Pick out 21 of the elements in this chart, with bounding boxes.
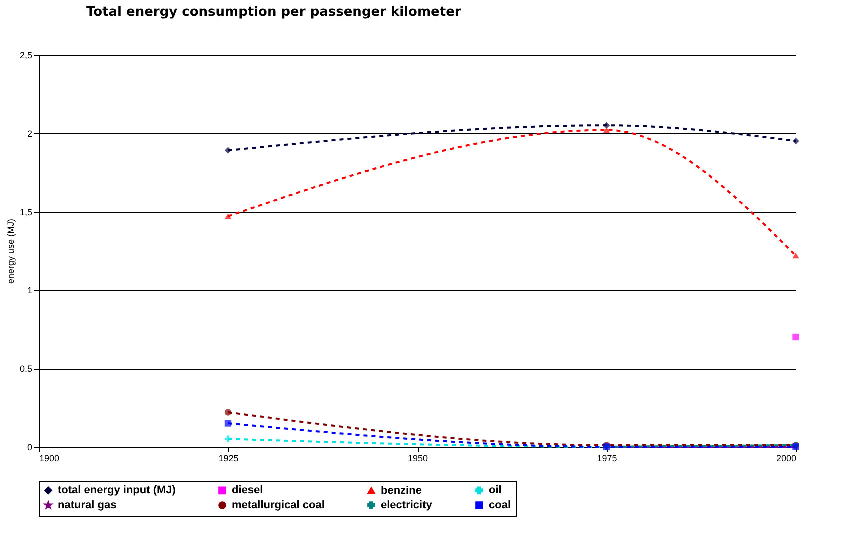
legend-label: diesel [232, 484, 264, 497]
y-tick-label: 0 [27, 442, 32, 452]
y-tick-label: 1,5 [20, 207, 32, 218]
legend-label: coal [489, 500, 512, 512]
y-axis-title: energy use (MJ) [6, 218, 16, 284]
y-tick-label: 0,5 [20, 364, 32, 374]
chart-title: Total energy consumption per passenger kilometer [86, 5, 462, 20]
legend-label: metallurgical coal [232, 500, 325, 512]
x-tick-label: 2000 [776, 454, 796, 464]
legend-label: electricity [381, 500, 434, 512]
legend-label: natural gas [58, 500, 117, 512]
legend-label: total energy input (MJ) [58, 484, 176, 497]
x-tick-label: 1975 [597, 454, 618, 464]
y-tick-label: 2,5 [20, 50, 32, 60]
legend-label: oil [489, 484, 502, 497]
y-tick-label: 1 [27, 286, 32, 296]
x-tick-label: 1925 [218, 454, 239, 464]
x-tick-label: 1950 [408, 454, 428, 464]
legend-label: benzine [381, 484, 422, 497]
y-tick-label: 2 [27, 128, 32, 139]
x-tick-label: 1900 [40, 454, 60, 464]
